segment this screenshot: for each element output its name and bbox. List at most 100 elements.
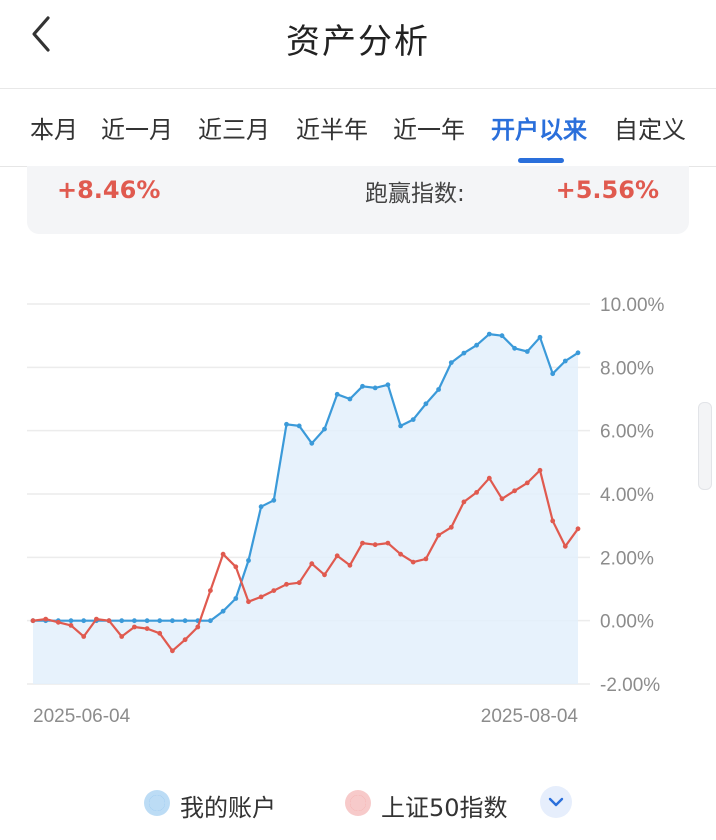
data-point <box>271 588 277 593</box>
data-point <box>94 616 99 622</box>
data-point <box>537 334 543 340</box>
data-point <box>68 618 74 624</box>
data-point <box>208 618 213 624</box>
data-point <box>550 371 556 377</box>
data-point <box>360 540 365 546</box>
tab-since-opening[interactable]: 开户以来 <box>491 116 587 144</box>
beat-index-label: 跑赢指数: <box>365 181 465 207</box>
data-point <box>309 561 315 567</box>
data-point <box>436 387 441 392</box>
data-point <box>461 499 467 505</box>
data-point <box>499 496 505 502</box>
legend-item-my-account[interactable]: 我的账户 <box>144 786 304 822</box>
data-point <box>170 648 175 654</box>
data-point <box>258 594 264 600</box>
legend-dot-index <box>345 790 371 816</box>
data-point <box>296 580 302 586</box>
data-point <box>448 360 454 365</box>
data-point <box>220 551 226 557</box>
data-point <box>246 558 251 563</box>
data-point <box>119 634 125 639</box>
y-tick-label: -2.00% <box>600 675 660 696</box>
data-point <box>208 588 213 593</box>
data-point <box>474 342 479 348</box>
data-point <box>233 564 239 570</box>
legend-expand-button[interactable] <box>540 786 572 818</box>
data-point <box>43 616 49 622</box>
data-point <box>81 634 87 639</box>
tab-1-year[interactable]: 近一年 <box>393 116 465 144</box>
data-point <box>347 396 353 402</box>
data-point <box>410 417 416 422</box>
tab-custom[interactable]: 自定义 <box>614 116 686 144</box>
data-point <box>258 504 264 510</box>
data-point <box>385 540 391 546</box>
data-point <box>512 488 517 494</box>
data-point <box>486 475 492 481</box>
legend-label-account: 我的账户 <box>180 794 276 822</box>
legend-item-index[interactable]: 上证50指数 <box>345 786 535 822</box>
active-tab-indicator <box>518 158 564 163</box>
data-point <box>524 480 530 486</box>
data-point <box>575 350 581 356</box>
return-chart: 10.00% 8.00% 6.00% 4.00% 2.00% 0.00% -2.00% 202… <box>27 295 665 727</box>
data-point <box>550 518 556 524</box>
period-tabs: 本月 近一月 近三月 近半年 近一年 开户以来 自定义 <box>0 88 716 167</box>
data-point <box>195 624 201 630</box>
y-tick-label: 8.00% <box>600 358 654 379</box>
data-point <box>106 618 112 624</box>
data-point <box>220 608 226 614</box>
page-title: 资产分析 <box>286 22 430 62</box>
data-point <box>322 572 327 578</box>
x-tick-label: 2025-06-04 <box>33 706 131 727</box>
tab-3-months[interactable]: 近三月 <box>198 116 270 144</box>
data-point <box>144 626 150 631</box>
summary-card: +8.46% 跑赢指数: +5.56% <box>27 166 689 234</box>
data-point <box>132 624 137 630</box>
tab-6-months[interactable]: 近半年 <box>296 116 368 144</box>
data-point <box>474 490 479 495</box>
data-point <box>575 526 581 532</box>
data-point <box>334 391 340 397</box>
chart-legend: 我的账户 上证50指数 <box>0 782 716 822</box>
data-point <box>347 562 353 568</box>
scroll-handle[interactable] <box>698 402 712 490</box>
data-point <box>246 599 251 605</box>
data-point <box>372 542 378 548</box>
chevron-left-icon <box>32 16 50 52</box>
data-point <box>30 618 36 624</box>
data-point <box>170 618 175 624</box>
y-tick-label: 0.00% <box>600 612 654 633</box>
legend-label-index: 上证50指数 <box>381 794 508 822</box>
return-value: +8.46% <box>57 176 161 204</box>
y-tick-label: 6.00% <box>600 422 654 443</box>
series-line-2 <box>32 469 579 652</box>
data-point <box>68 623 74 628</box>
tab-this-month[interactable]: 本月 <box>30 116 78 144</box>
data-point <box>448 524 454 530</box>
data-point <box>322 426 327 432</box>
tab-1-month[interactable]: 近一月 <box>101 116 173 144</box>
data-point <box>398 423 403 429</box>
data-point <box>486 331 492 337</box>
data-point <box>334 553 340 559</box>
data-point <box>562 543 568 549</box>
data-point <box>132 618 137 624</box>
beat-index-value: +5.56% <box>555 176 659 204</box>
data-point <box>309 440 315 446</box>
chevron-down-icon <box>548 797 564 807</box>
data-point <box>410 559 416 565</box>
data-point <box>436 532 441 538</box>
back-button[interactable] <box>22 12 62 56</box>
data-point <box>524 349 530 354</box>
app-header: 资产分析 <box>0 0 716 89</box>
data-point <box>144 618 150 624</box>
data-point <box>55 619 61 625</box>
data-point <box>119 618 125 624</box>
series-area-1 <box>33 334 578 684</box>
y-tick-label: 2.00% <box>600 548 654 569</box>
data-point <box>233 596 239 601</box>
data-point <box>562 358 568 364</box>
data-point <box>461 350 467 356</box>
data-point <box>512 345 517 351</box>
